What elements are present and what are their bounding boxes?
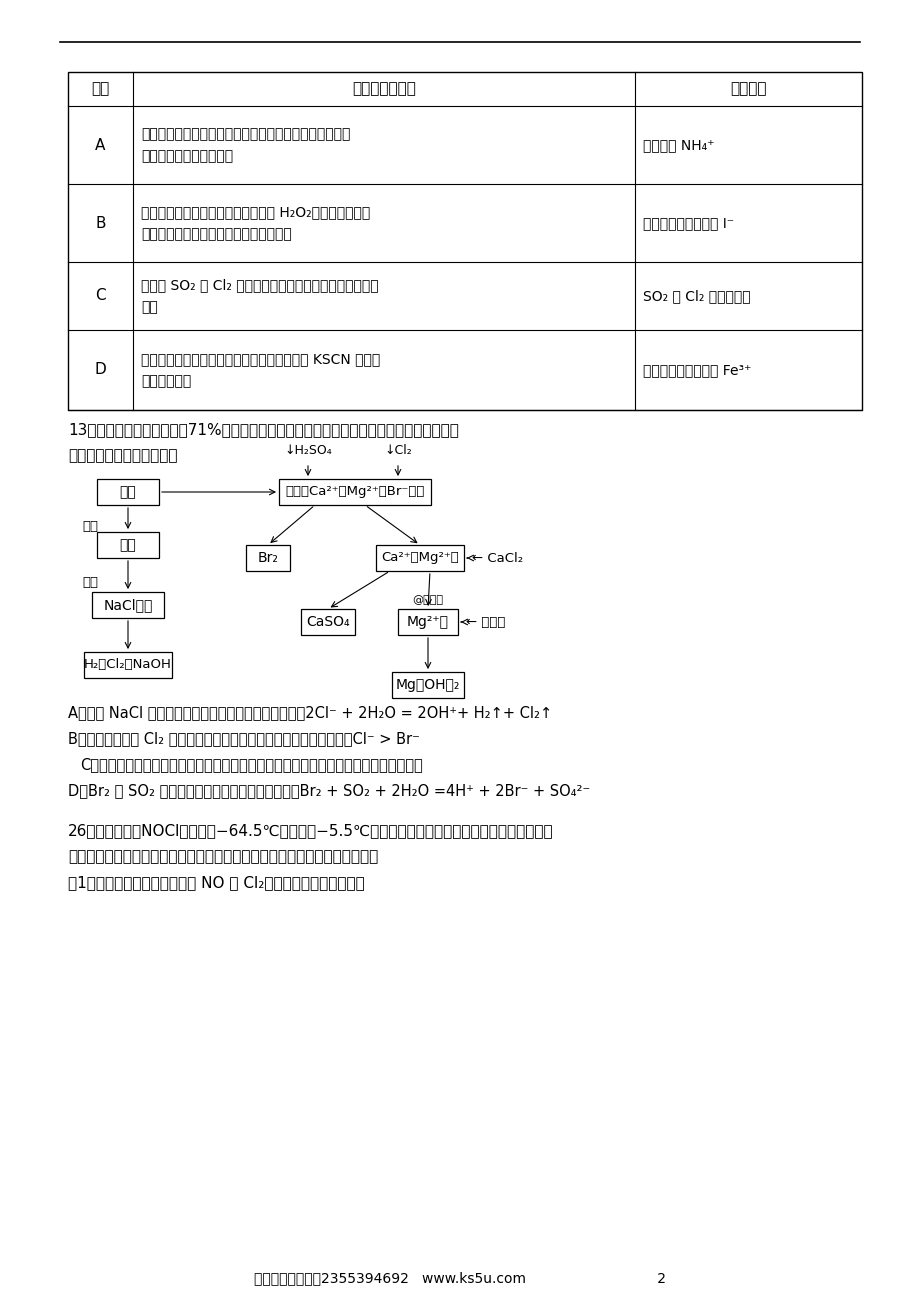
- Text: 提纯: 提纯: [82, 519, 98, 533]
- Text: 硫酸将铁氧化，生成 Fe³⁺: 硫酸将铁氧化，生成 Fe³⁺: [642, 363, 751, 378]
- Text: 铁粉中加入的过量稀硫酸，充分反应后，滴入 KSCN 溶液，: 铁粉中加入的过量稀硫酸，充分反应后，滴入 KSCN 溶液，: [141, 352, 380, 366]
- Text: A: A: [96, 138, 106, 152]
- Text: 粗盐: 粗盐: [119, 538, 136, 552]
- Text: C．实验室模拟海水提取淡水，除夹持装置外只用到的仳器有蒸馏烧瓶、酒精灯、锥形瓶: C．实验室模拟海水提取淡水，除夹持装置外只用到的仳器有蒸馏烧瓶、酒精灯、锥形瓶: [80, 758, 423, 772]
- Text: 海水: 海水: [119, 486, 136, 499]
- Text: ↓H₂SO₄: ↓H₂SO₄: [284, 444, 332, 457]
- Text: 苦卤（Ca²⁺、Mg²⁺、Br⁻等）: 苦卤（Ca²⁺、Mg²⁺、Br⁻等）: [285, 486, 425, 499]
- Text: 该盐中含 NH₄⁺: 该盐中含 NH₄⁺: [642, 138, 714, 152]
- Text: B: B: [96, 216, 106, 230]
- Text: ← CaCl₂: ← CaCl₂: [471, 552, 523, 565]
- Bar: [96, 533, 159, 559]
- Text: 投稿冈职请联系：2355394692   www.ks5u.com                              2: 投稿冈职请联系：2355394692 www.ks5u.com 2: [254, 1271, 665, 1285]
- Text: 26．亚硫酰氯（NOCl，熶点：−64.5℃，永点：−5.5℃）是一种黄色气体，遇水易水解。可用于合成: 26．亚硫酰氯（NOCl，熶点：−64.5℃，永点：−5.5℃）是一种黄色气体，…: [68, 823, 553, 838]
- Text: 取某溶液于试管中，滴入氮氧化钓溶液并加热，试管口处: 取某溶液于试管中，滴入氮氧化钓溶液并加热，试管口处: [141, 128, 350, 141]
- Text: SO₂ 和 Cl₂ 都有漂白性: SO₂ 和 Cl₂ 都有漂白性: [642, 289, 750, 303]
- Bar: [84, 652, 172, 678]
- Text: 选项: 选项: [91, 82, 109, 96]
- Bar: [68, 72, 861, 410]
- Bar: [301, 609, 355, 635]
- Text: 清洁剂、触媒剂及中间体等。实验室可由氯气与一氧化氮在常温常压下合成。: 清洁剂、触媒剂及中间体等。实验室可由氯气与一氧化氮在常温常压下合成。: [68, 849, 378, 865]
- Text: Br₂: Br₂: [257, 551, 278, 565]
- Text: ↓Cl₂: ↓Cl₂: [384, 444, 412, 457]
- Text: D: D: [95, 362, 107, 378]
- Text: 褪色: 褪色: [141, 299, 158, 314]
- Bar: [278, 479, 430, 505]
- Bar: [376, 546, 463, 572]
- Text: 艺图，以下说法正确（　）: 艺图，以下说法正确（ ）: [68, 448, 177, 464]
- Text: @正磁云: @正磁云: [412, 595, 443, 605]
- Text: 纯净的 SO₂ 和 Cl₂ 分别通过盛有品红溶液的试管，溶液均: 纯净的 SO₂ 和 Cl₂ 分别通过盛有品红溶液的试管，溶液均: [141, 279, 379, 292]
- Text: C: C: [96, 289, 106, 303]
- Text: （1）甲组的同学拟制备原料气 NO 和 Cl₂，制备装置如下图所示：: （1）甲组的同学拟制备原料气 NO 和 Cl₂，制备装置如下图所示：: [68, 875, 364, 891]
- Text: Mg（OH）₂: Mg（OH）₂: [395, 678, 460, 691]
- Text: H₂、Cl₂、NaOH: H₂、Cl₂、NaOH: [84, 659, 172, 672]
- Text: A．电解 NaCl 溶液时可用铁做电极，其离子方程式为：2Cl⁻ + 2H₂O = 2OH⁺+ H₂↑+ Cl₂↑: A．电解 NaCl 溶液时可用铁做电极，其离子方程式为：2Cl⁻ + 2H₂O …: [68, 706, 551, 720]
- Text: Ca²⁺、Mg²⁺等: Ca²⁺、Mg²⁺等: [380, 552, 459, 565]
- Text: 实验操作和现象: 实验操作和现象: [352, 82, 415, 96]
- Bar: [96, 479, 159, 505]
- Text: B．向苦卤中加入 Cl₂ 的作用是置换出溴单质，该过程体现了还原性：Cl⁻ > Br⁻: B．向苦卤中加入 Cl₂ 的作用是置换出溴单质，该过程体现了还原性：Cl⁻ > …: [68, 732, 419, 746]
- Text: NaCl溶液: NaCl溶液: [103, 598, 153, 612]
- Text: Mg²⁺等: Mg²⁺等: [406, 615, 448, 629]
- Bar: [391, 672, 463, 698]
- Bar: [398, 609, 458, 635]
- Text: 向海带灰提取液中加入稀硫酸酸化的 H₂O₂，充分振荡后，: 向海带灰提取液中加入稀硫酸酸化的 H₂O₂，充分振荡后，: [141, 204, 370, 219]
- Text: CaSO₄: CaSO₄: [306, 615, 349, 629]
- Text: 溶液变为红色: 溶液变为红色: [141, 374, 191, 388]
- Text: 实验结论: 实验结论: [730, 82, 766, 96]
- Text: 湿润的红色石蕊试纸变蓝: 湿润的红色石蕊试纸变蓝: [141, 148, 233, 163]
- Text: D．Br₂ 与 SO₂ 的水溶液发生反应的离子方程式为：Br₂ + SO₂ + 2H₂O =4H⁺ + 2Br⁻ + SO₄²⁻: D．Br₂ 与 SO₂ 的水溶液发生反应的离子方程式为：Br₂ + SO₂ + …: [68, 784, 590, 798]
- Bar: [92, 592, 164, 618]
- Text: 滴加四氯化碳，振荡静置，下层呈紫红色: 滴加四氯化碳，振荡静置，下层呈紫红色: [141, 227, 291, 241]
- Bar: [245, 546, 289, 572]
- Text: 电解: 电解: [82, 577, 98, 590]
- Text: 海带灰提取液中存在 I⁻: 海带灰提取液中存在 I⁻: [642, 216, 733, 230]
- Text: ← 石灰水: ← 石灰水: [466, 616, 505, 629]
- Text: 13．海水约占地球表面积的71%，具有十分巨大的开发潜力。下图是开水资源综合利用的工: 13．海水约占地球表面积的71%，具有十分巨大的开发潜力。下图是开水资源综合利用…: [68, 423, 459, 437]
